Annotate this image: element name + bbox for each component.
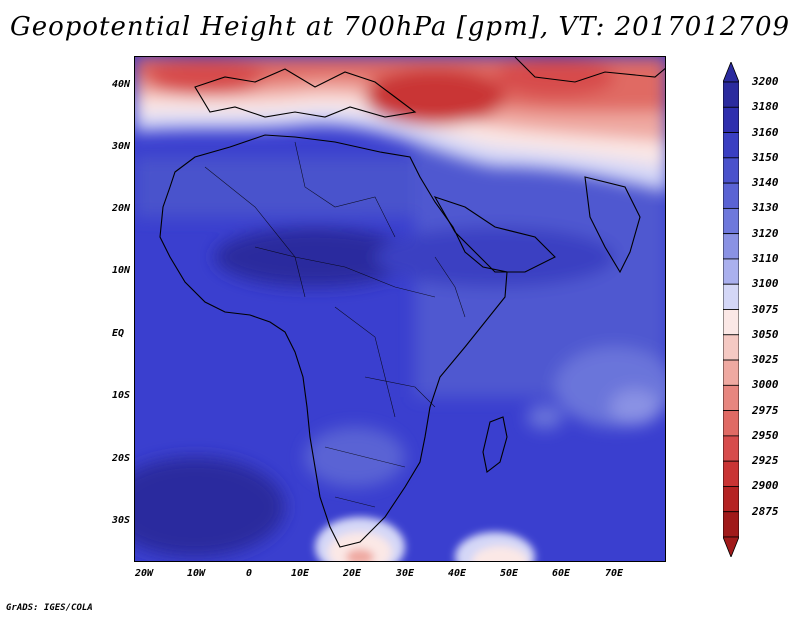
colorbar-segment: [723, 106, 739, 133]
colorbar-segment: [723, 384, 739, 412]
lon-label-30e: 30E: [395, 568, 415, 579]
coastlines: [159, 57, 665, 548]
map-title: Geopotential Height at 700hPa [gpm], VT:…: [9, 12, 791, 42]
colorbar-segment: [723, 410, 739, 437]
colorbar-level-label: 2925: [752, 454, 779, 468]
colorbar-level-label: 2900: [752, 479, 779, 493]
colorbar-level-label: 3050: [752, 327, 779, 341]
colorbar-segment: [723, 309, 739, 336]
colorbar-segment: [723, 132, 739, 159]
colorbar-level-label: 3025: [752, 353, 779, 367]
lat-label-30s: 30S: [111, 515, 130, 526]
lat-label-10n: 10N: [111, 265, 130, 276]
colorbar-level-label: 2975: [752, 403, 779, 417]
colorbar-level-label: 3180: [752, 100, 779, 114]
colorbar-level-label: 3120: [752, 226, 779, 240]
colorbar-bottom-arrow: [723, 536, 739, 557]
lon-label-20w: 20W: [134, 568, 154, 579]
lat-label-20n: 20N: [111, 203, 130, 214]
lon-label-10w: 10W: [186, 568, 206, 579]
colorbar-segment: [723, 511, 739, 538]
colorbar-level-label: 3140: [752, 176, 779, 190]
colorbar-segment: [723, 81, 739, 108]
colorbar: [723, 62, 739, 557]
colorbar-segment: [723, 157, 739, 184]
lon-label-20e: 20E: [342, 568, 362, 579]
colorbar-level-label: 3110: [752, 251, 779, 265]
map-panel: [134, 56, 666, 562]
lat-label-40n: 40N: [111, 79, 130, 90]
colorbar-segment: [723, 460, 739, 487]
lon-label-10e: 10E: [290, 568, 310, 579]
colorbar-segment: [723, 435, 739, 462]
colorbar-segment: [723, 233, 739, 260]
colorbar-level-label: 2950: [752, 428, 779, 442]
lat-label-eq: EQ: [111, 328, 124, 339]
lon-label-70e: 70E: [604, 568, 624, 579]
colorbar-top-arrow: [723, 62, 739, 83]
lon-label-50e: 50E: [499, 568, 519, 579]
colorbar-segment: [723, 283, 739, 310]
colorbar-level-label: 3160: [752, 125, 779, 139]
lon-label-40e: 40E: [447, 568, 467, 579]
colorbar-level-label: 3130: [752, 201, 779, 215]
colorbar-segment: [723, 334, 739, 361]
colorbar-segment: [723, 258, 739, 285]
colorbar-level-label: 3150: [752, 150, 779, 164]
colorbar-level-label: 3075: [752, 302, 779, 316]
colorbar-segment: [723, 182, 739, 209]
colorbar-level-label: 2875: [752, 504, 779, 518]
lon-label-0: 0: [245, 568, 253, 579]
lat-label-30n: 30N: [111, 141, 130, 152]
colorbar-segment: [723, 359, 739, 386]
colorbar-segment: [723, 486, 739, 513]
colorbar-level-label: 3100: [752, 277, 779, 291]
lat-label-20s: 20S: [111, 453, 130, 464]
colorbar-segment: [723, 207, 739, 235]
colorbar-level-label: 3000: [752, 378, 779, 392]
lat-label-10s: 10S: [111, 390, 130, 401]
grads-credit: GrADS: IGES/COLA: [6, 603, 93, 613]
colorbar-level-label: 3200: [752, 75, 779, 88]
lon-label-60e: 60E: [551, 568, 571, 579]
geopotential-field: [135, 57, 665, 561]
country-borders: [204, 141, 466, 508]
